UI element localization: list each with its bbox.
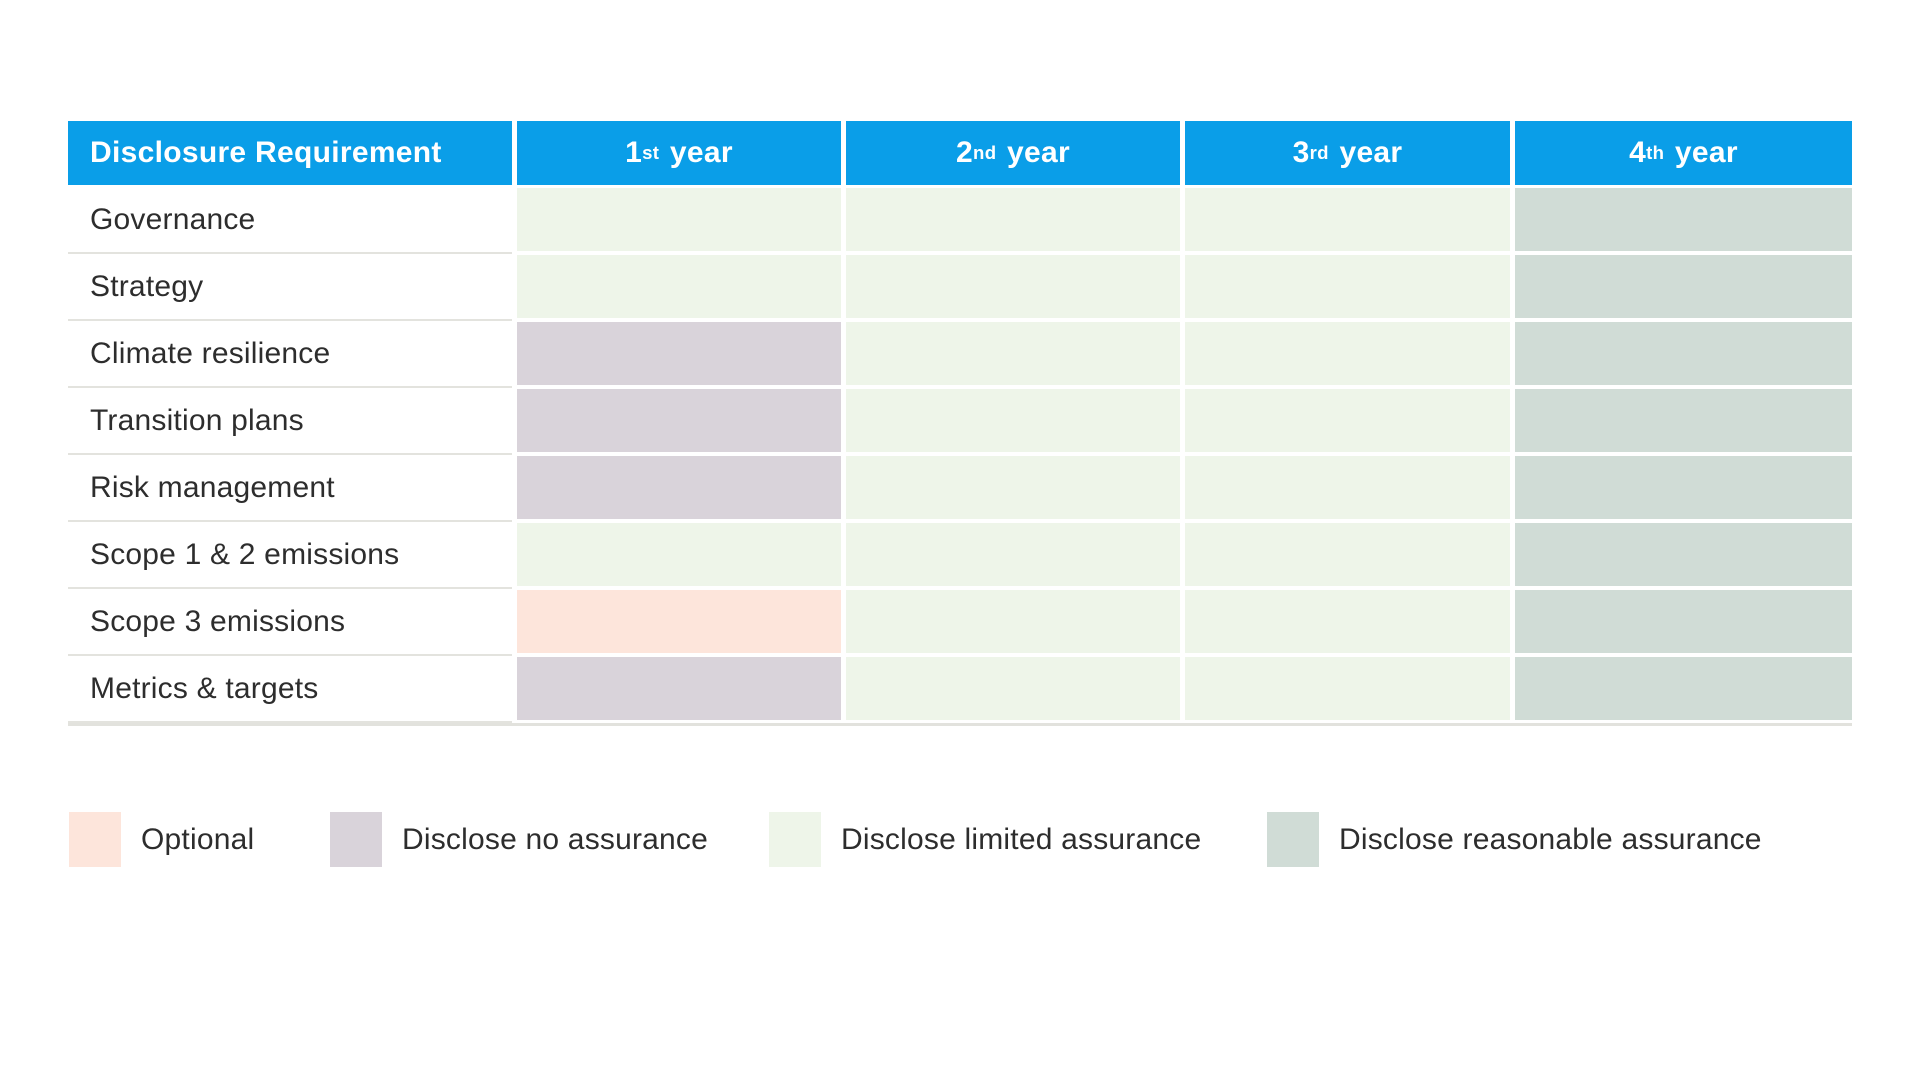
legend-item-disclose-limited-assurance: Disclose limited assurance (769, 812, 1201, 867)
year-cell-none (517, 389, 841, 452)
row-label-cell: Transition plans (68, 389, 512, 455)
year-cell-reasonable (1515, 389, 1852, 452)
year-number: 4 (1629, 136, 1647, 169)
year-cell-limited (517, 523, 841, 586)
year-cell-limited (1185, 188, 1510, 251)
year-cell-reasonable (1515, 255, 1852, 318)
year-word: year (669, 136, 733, 169)
year-cell-reasonable (1515, 590, 1852, 653)
year-word: year (1674, 136, 1738, 169)
year-cell-limited (846, 657, 1180, 720)
legend-swatch-reasonable-assurance (1267, 812, 1319, 867)
year-cell-limited (846, 523, 1180, 586)
year-word: year (1339, 136, 1403, 169)
year-cell-limited (846, 590, 1180, 653)
year-cell-none (517, 456, 841, 519)
year-cell-limited (846, 456, 1180, 519)
year-number: 3 (1292, 136, 1310, 169)
legend-item-optional: Optional (69, 812, 254, 867)
row-label-cell: Metrics & targets (68, 657, 512, 723)
year-cell-optional (517, 590, 841, 653)
legend-label: Disclose no assurance (402, 822, 709, 856)
row-label-cell: Governance (68, 188, 512, 254)
year-cell-reasonable (1515, 456, 1852, 519)
legend-item-disclose-reasonable-assurance: Disclose reasonable assurance (1267, 812, 1762, 867)
year-cell-limited (1185, 657, 1510, 720)
table-bottom-rule (68, 723, 1852, 726)
year-cell-reasonable (1515, 657, 1852, 720)
row-label-cell: Scope 1 & 2 emissions (68, 523, 512, 589)
assurance-legend: Optional Disclose no assurance Disclose … (0, 812, 1920, 867)
year-cell-limited (1185, 590, 1510, 653)
year-cell-reasonable (1515, 523, 1852, 586)
year-cell-limited (846, 389, 1180, 452)
column-header-disclosure-requirement: Disclosure Requirement (68, 121, 512, 185)
year-cell-limited (517, 188, 841, 251)
year-cell-none (517, 657, 841, 720)
year-cell-limited (846, 188, 1180, 251)
year-cell-reasonable (1515, 188, 1852, 251)
year-cell-limited (846, 322, 1180, 385)
row-label-cell: Scope 3 emissions (68, 590, 512, 656)
legend-swatch-optional (69, 812, 121, 867)
legend-swatch-limited-assurance (769, 812, 821, 867)
legend-label: Optional (141, 822, 255, 856)
year-cell-limited (517, 255, 841, 318)
row-label-cell: Risk management (68, 456, 512, 522)
row-label-cell: Strategy (68, 255, 512, 321)
year-cell-none (517, 322, 841, 385)
year-number: 2 (956, 136, 974, 169)
legend-label: Disclose reasonable assurance (1339, 822, 1762, 856)
year-number: 1 (625, 136, 643, 169)
year-cell-limited (1185, 523, 1510, 586)
legend-label: Disclose limited assurance (841, 822, 1202, 856)
year-cell-limited (1185, 255, 1510, 318)
year-cell-limited (1185, 456, 1510, 519)
year-cell-reasonable (1515, 322, 1852, 385)
legend-swatch-no-assurance (330, 812, 382, 867)
year-cell-limited (1185, 322, 1510, 385)
row-label-cell: Climate resilience (68, 322, 512, 388)
year-cell-limited (1185, 389, 1510, 452)
legend-item-disclose-no-assurance: Disclose no assurance (330, 812, 708, 867)
year-word: year (1007, 136, 1070, 169)
year-cell-limited (846, 255, 1180, 318)
